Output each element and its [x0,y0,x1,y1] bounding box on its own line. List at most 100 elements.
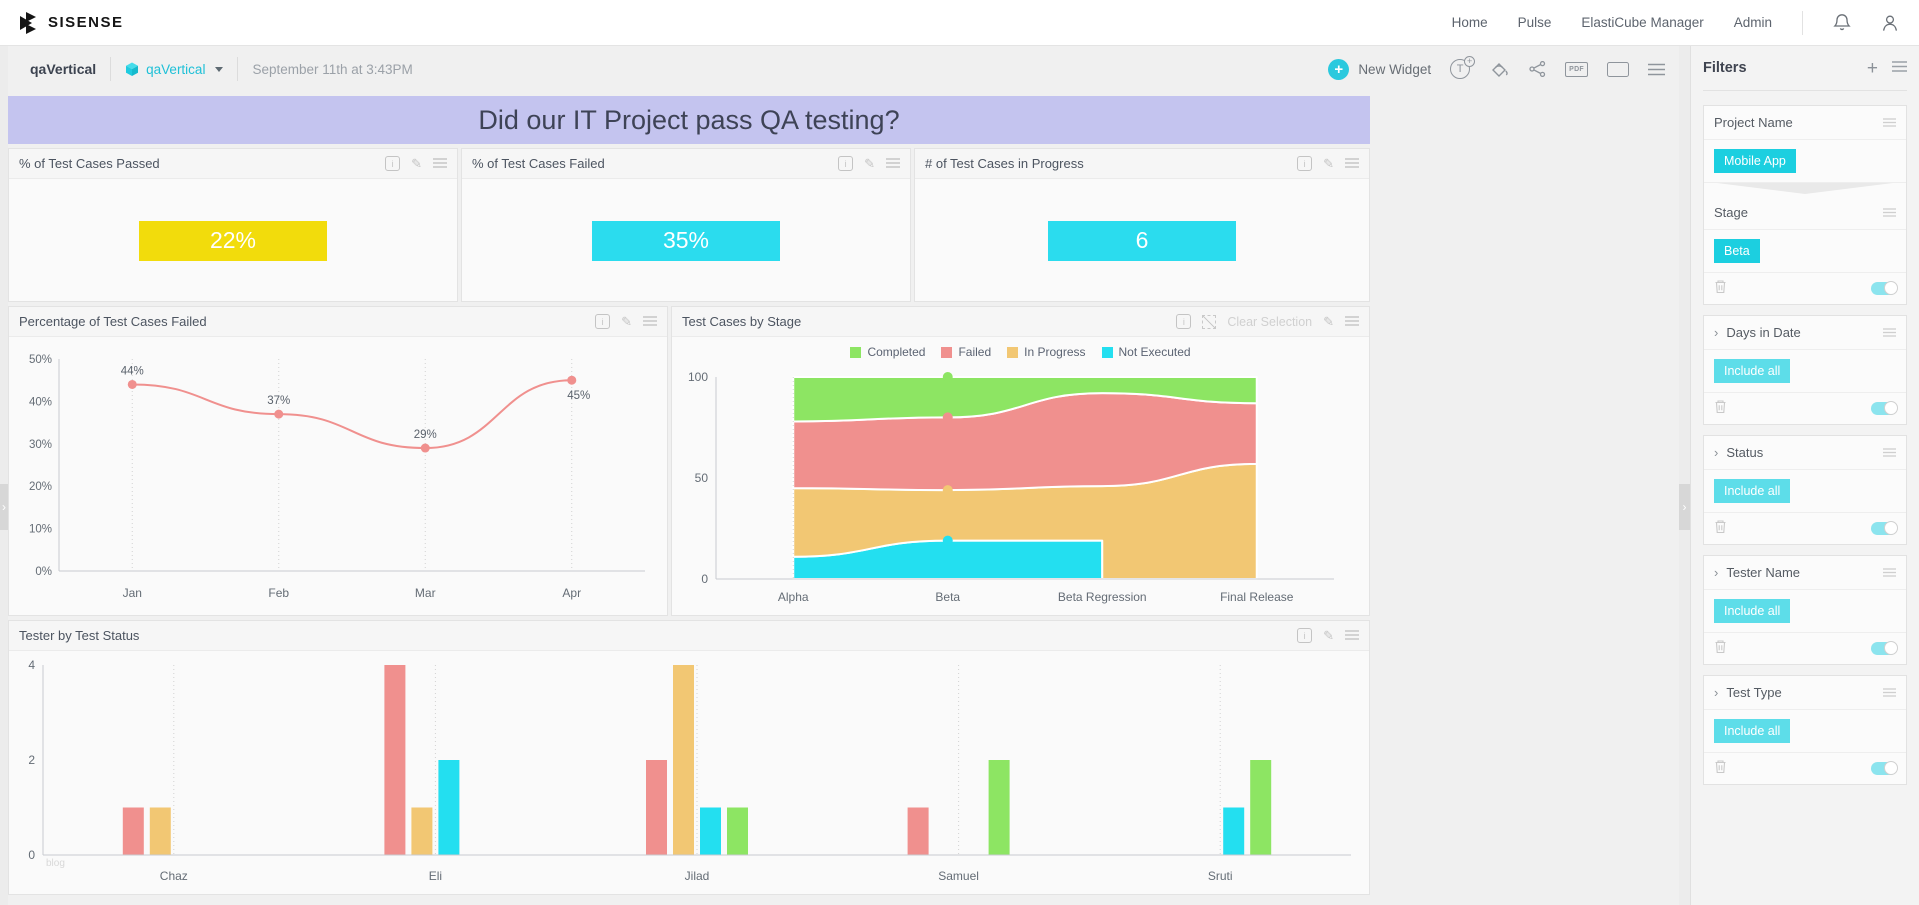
widget-menu-icon[interactable] [886,156,900,171]
chevron-right-icon[interactable]: › [1714,685,1719,700]
kpi-value-failed[interactable]: 35% [592,220,780,261]
info-icon[interactable]: i [595,314,611,329]
edit-pencil-icon[interactable]: ✎ [1323,155,1334,171]
datasource-selector[interactable]: qaVertical [125,61,224,77]
info-icon[interactable]: i [385,156,401,171]
trash-icon[interactable] [1713,278,1728,299]
filter-section-stage[interactable]: Stage [1704,196,1906,230]
filter-chip[interactable]: Include all [1714,599,1791,623]
nav-home[interactable]: Home [1451,15,1488,30]
trash-icon[interactable] [1713,758,1728,779]
filter-menu-icon[interactable] [1883,205,1896,220]
svg-text:Feb: Feb [268,586,289,600]
paint-style-icon[interactable] [1489,60,1510,79]
filter-label: Tester Name [1726,565,1801,580]
filter-menu-icon[interactable] [1883,565,1896,580]
info-icon[interactable]: i [1297,156,1313,171]
info-icon[interactable]: i [1297,628,1313,643]
widget-title: % of Test Cases Failed [472,156,605,171]
banner-text: Did our IT Project pass QA testing? [478,104,900,135]
filter-toggle[interactable] [1871,761,1898,775]
kpi-value-passed[interactable]: 22% [139,220,327,261]
filter-section-project-name[interactable]: Project Name [1704,106,1906,140]
filter-section-test-type[interactable]: › Test Type [1704,676,1906,710]
svg-text:Alpha: Alpha [778,590,809,604]
filters-menu-icon[interactable] [1892,59,1907,77]
filter-menu-icon[interactable] [1883,115,1896,130]
clear-selection-button[interactable]: Clear Selection [1227,314,1313,329]
edit-pencil-icon[interactable]: ✎ [864,155,875,171]
dashboard-timestamp: September 11th at 3:43PM [252,61,413,77]
user-profile-icon[interactable] [1881,14,1899,32]
display-mode-icon[interactable] [1607,61,1629,77]
legend-item[interactable]: In Progress [1007,345,1086,359]
info-icon[interactable]: i [1176,314,1192,329]
widget-menu-icon[interactable] [1345,156,1359,171]
filter-chip[interactable]: Include all [1714,479,1791,503]
legend-item[interactable]: Not Executed [1101,345,1191,359]
filter-toggle[interactable] [1871,641,1898,655]
export-pdf-icon[interactable]: PDF [1565,61,1588,77]
filter-toggle[interactable] [1871,281,1898,295]
plus-icon: + [1328,58,1350,80]
widget-title: Percentage of Test Cases Failed [19,314,207,329]
filter-menu-icon[interactable] [1883,445,1896,460]
new-widget-button[interactable]: + New Widget [1328,58,1431,80]
widget-menu-icon[interactable] [643,314,657,329]
add-filter-icon[interactable]: + [1866,57,1878,79]
sisense-logo[interactable]: SISENSE [20,11,124,34]
datasource-name: qaVertical [146,61,206,77]
bar-chart[interactable]: Chaz Eli Jilad Samuel Sruti 0 2 4 blog [9,651,1369,898]
filter-chip[interactable]: Include all [1714,359,1791,383]
line-chart[interactable]: 0% 10% 20% 30% 40% 50% Jan Feb Mar Apr 44% 37% 29% 45… [9,337,667,618]
legend-swatch [850,346,862,358]
filter-section-days-in-date[interactable]: › Days in Date [1704,316,1906,350]
widget-menu-icon[interactable] [433,156,447,171]
chevron-right-icon[interactable]: › [1714,325,1719,340]
filters-collapse-handle[interactable]: › [1679,484,1690,530]
filter-chip[interactable]: Mobile App [1714,149,1796,173]
filter-menu-icon[interactable] [1883,325,1896,340]
info-icon[interactable]: i [838,156,854,171]
trash-icon[interactable] [1713,398,1728,419]
filter-section-status[interactable]: › Status [1704,436,1906,470]
dashboard-menu-icon[interactable] [1648,63,1665,76]
widget-menu-icon[interactable] [1345,314,1359,329]
header-divider [237,57,239,81]
filter-label: Status [1726,445,1764,460]
trash-icon[interactable] [1713,638,1728,659]
trash-icon[interactable] [1713,518,1728,539]
notifications-bell-icon[interactable] [1833,13,1851,32]
kpi-value-in-progress[interactable]: 6 [1048,220,1236,261]
filter-menu-icon[interactable] [1883,685,1896,700]
add-text-icon[interactable]: T + [1450,56,1476,79]
area-chart[interactable]: 0 50 100 Alpha Beta Beta Regression Final Rele… [672,365,1369,616]
svg-text:Jan: Jan [123,586,142,600]
chevron-right-icon[interactable]: › [1714,445,1719,460]
left-collapse-handle[interactable]: › [0,484,8,530]
filter-toggle[interactable] [1871,521,1898,535]
svg-text:20%: 20% [29,481,52,493]
filter-label: Test Type [1726,685,1782,700]
filter-card-test-type: › Test Type Include all [1703,675,1907,785]
toggle-knob [1884,641,1898,655]
banner-widget: Did our IT Project pass QA testing? [8,96,1370,144]
filter-section-tester-name[interactable]: › Tester Name [1704,556,1906,590]
share-icon[interactable] [1529,61,1546,77]
filter-toggle[interactable] [1871,401,1898,415]
nav-pulse[interactable]: Pulse [1517,15,1552,30]
widget-menu-icon[interactable] [1345,628,1359,643]
filter-chip[interactable]: Beta [1714,239,1760,263]
legend-item[interactable]: Failed [941,345,991,359]
edit-pencil-icon[interactable]: ✎ [621,313,632,329]
chevron-right-icon[interactable]: › [1714,565,1719,580]
edit-pencil-icon[interactable]: ✎ [1323,627,1334,643]
svg-text:blog: blog [46,858,65,869]
legend-item[interactable]: Completed [850,345,925,359]
edit-pencil-icon[interactable]: ✎ [411,155,422,171]
nav-admin[interactable]: Admin [1733,15,1772,30]
nav-elasticube-manager[interactable]: ElastiCube Manager [1581,15,1704,30]
filter-chip[interactable]: Include all [1714,719,1791,743]
select-region-icon[interactable] [1202,314,1217,329]
edit-pencil-icon[interactable]: ✎ [1323,313,1334,329]
